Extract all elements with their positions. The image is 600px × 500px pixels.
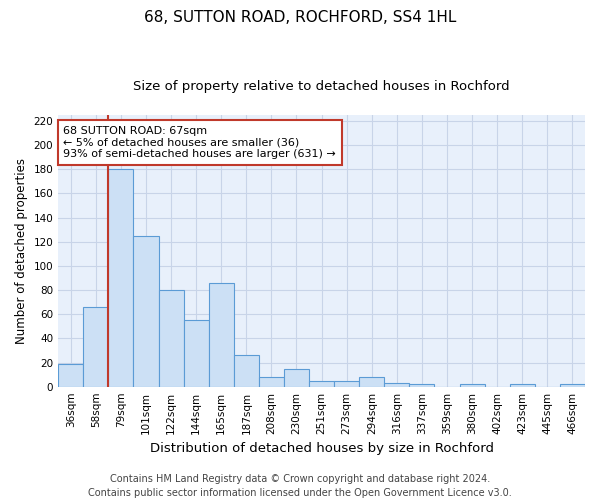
Bar (158, 290, 184, 386)
Bar (259, 377, 284, 386)
Bar (83, 307, 109, 386)
Bar (334, 380, 359, 386)
Bar (309, 380, 334, 386)
Bar (284, 368, 309, 386)
Bar (58, 364, 83, 386)
Bar (560, 384, 585, 386)
Text: 68, SUTTON ROAD, ROCHFORD, SS4 1HL: 68, SUTTON ROAD, ROCHFORD, SS4 1HL (144, 10, 456, 25)
Bar (109, 170, 133, 386)
X-axis label: Distribution of detached houses by size in Rochford: Distribution of detached houses by size … (149, 442, 494, 455)
Bar (184, 320, 209, 386)
Bar (209, 283, 234, 387)
Bar (385, 383, 409, 386)
Text: 68 SUTTON ROAD: 67sqm
← 5% of detached houses are smaller (36)
93% of semi-detac: 68 SUTTON ROAD: 67sqm ← 5% of detached h… (64, 126, 336, 159)
Title: Size of property relative to detached houses in Rochford: Size of property relative to detached ho… (133, 80, 510, 93)
Bar (234, 356, 259, 386)
Y-axis label: Number of detached properties: Number of detached properties (15, 158, 28, 344)
Bar (409, 384, 434, 386)
Bar (460, 384, 485, 386)
Text: Contains HM Land Registry data © Crown copyright and database right 2024.
Contai: Contains HM Land Registry data © Crown c… (88, 474, 512, 498)
Bar (359, 377, 385, 386)
Bar (133, 236, 158, 386)
Bar (510, 384, 535, 386)
